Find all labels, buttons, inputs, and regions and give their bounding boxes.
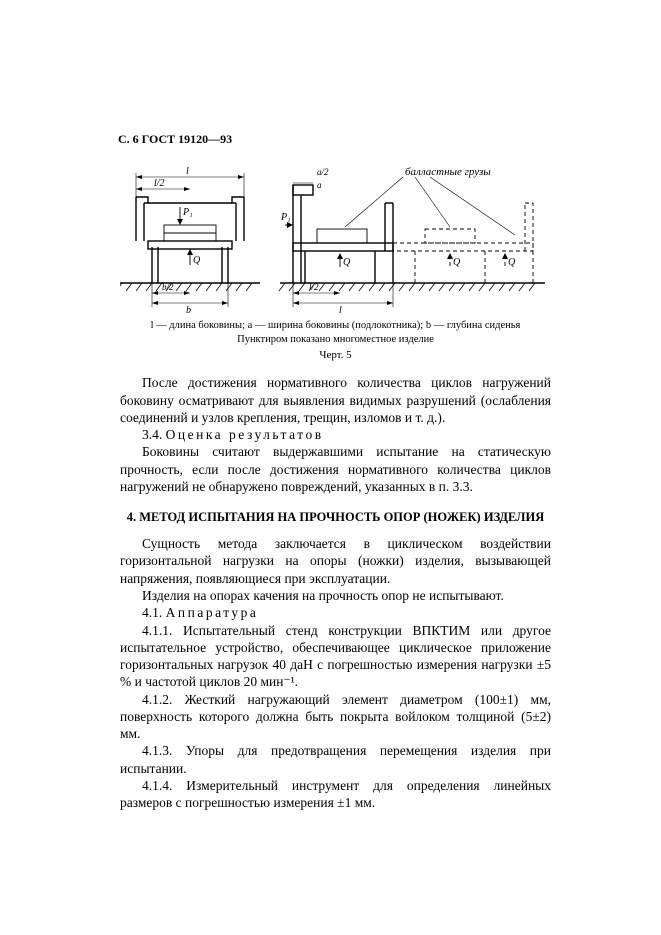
para-2-title: Оценка результатов — [166, 427, 324, 442]
para-3: Боковины считают выдержавшими испытание … — [120, 443, 551, 495]
para-5: Изделия на опорах качения на прочность о… — [120, 587, 551, 604]
label-p1-right: P₁ — [280, 212, 291, 223]
label-q-left: Q — [193, 255, 201, 266]
label-q3-right: Q — [508, 257, 516, 268]
caption-line2: Пунктиром показано многоместное изделие — [237, 334, 434, 345]
figure-label: Черт. 5 — [120, 348, 551, 362]
page-header: С. 6 ГОСТ 19120—93 — [118, 132, 232, 147]
dim-a2-right: a/2 — [317, 167, 329, 177]
para-7: 4.1.1. Испытательный стенд конструкции В… — [120, 622, 551, 691]
para-6: 4.1. Аппаратура — [120, 604, 551, 621]
para-9: 4.1.3. Упоры для предотвращения перемеще… — [120, 742, 551, 777]
para-1: После достижения нормативного количества… — [120, 374, 551, 426]
dim-b-left: b — [186, 305, 191, 315]
section-title: 4. МЕТОД ИСПЫТАНИЯ НА ПРОЧНОСТЬ ОПОР (НО… — [120, 509, 551, 525]
label-q1-right: Q — [343, 257, 351, 268]
dim-a-right: a — [317, 180, 322, 190]
dim-l2-right: l/2 — [309, 282, 319, 292]
figure: P₁ Q l l/2 — [120, 155, 551, 315]
para-4: Сущность метода заключается в циклическо… — [120, 535, 551, 587]
figure-caption: l — длина боковины; a — ширина боковины … — [120, 319, 551, 346]
caption-line1: l — длина боковины; a — ширина боковины … — [151, 320, 521, 331]
body-text: После достижения нормативного количества… — [120, 374, 551, 811]
para-10: 4.1.4. Измерительный инструмент для опре… — [120, 777, 551, 812]
para-6-title: Аппаратура — [166, 605, 259, 620]
para-6-num: 4.1. — [142, 605, 166, 620]
para-2-num: 3.4. — [142, 427, 166, 442]
drawing-svg: P₁ Q l l/2 — [120, 155, 550, 315]
dim-b2-left: b/2 — [162, 282, 174, 292]
dim-l-left: l — [186, 166, 189, 177]
para-8: 4.1.2. Жесткий нагружающий элемент диаме… — [120, 691, 551, 743]
dim-l-right: l — [339, 305, 342, 315]
ballast-label: балластные грузы — [405, 166, 491, 178]
dim-l2-left: l/2 — [154, 178, 165, 189]
label-q2-right: Q — [453, 257, 461, 268]
para-2: 3.4. Оценка результатов — [120, 426, 551, 443]
label-p1-left: P₁ — [182, 207, 193, 218]
